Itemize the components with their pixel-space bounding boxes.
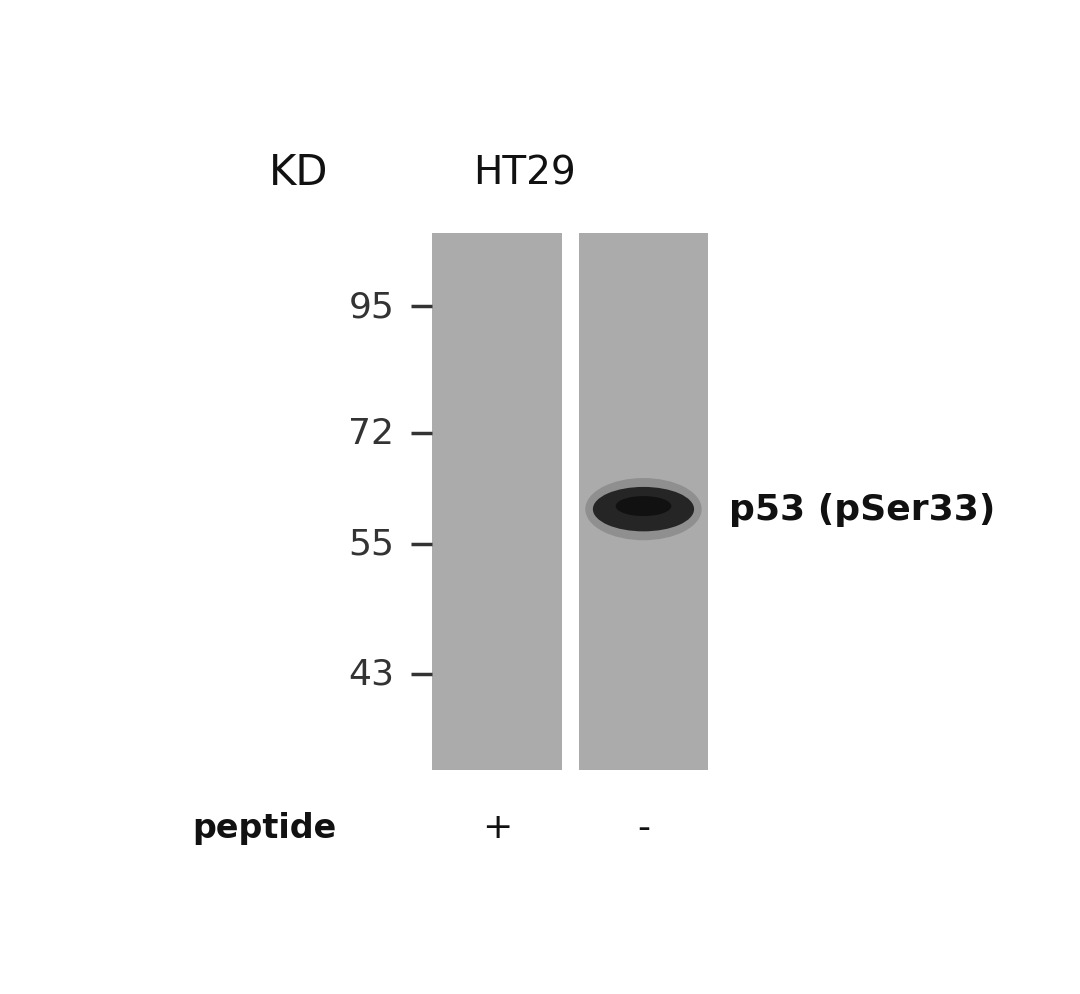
Ellipse shape [585,478,702,541]
Bar [579,235,708,769]
Text: -: - [637,810,650,844]
Ellipse shape [593,487,694,532]
Text: 55: 55 [349,527,394,561]
Ellipse shape [616,497,672,517]
Text: KD: KD [269,152,328,194]
Text: HT29: HT29 [473,154,576,192]
Text: +: + [482,810,512,844]
Text: p53 (pSer33): p53 (pSer33) [729,493,996,527]
Text: peptide: peptide [192,811,337,844]
Text: 72: 72 [349,416,394,450]
Text: 95: 95 [349,290,394,324]
Text: 43: 43 [349,657,394,691]
Bar [432,235,562,769]
